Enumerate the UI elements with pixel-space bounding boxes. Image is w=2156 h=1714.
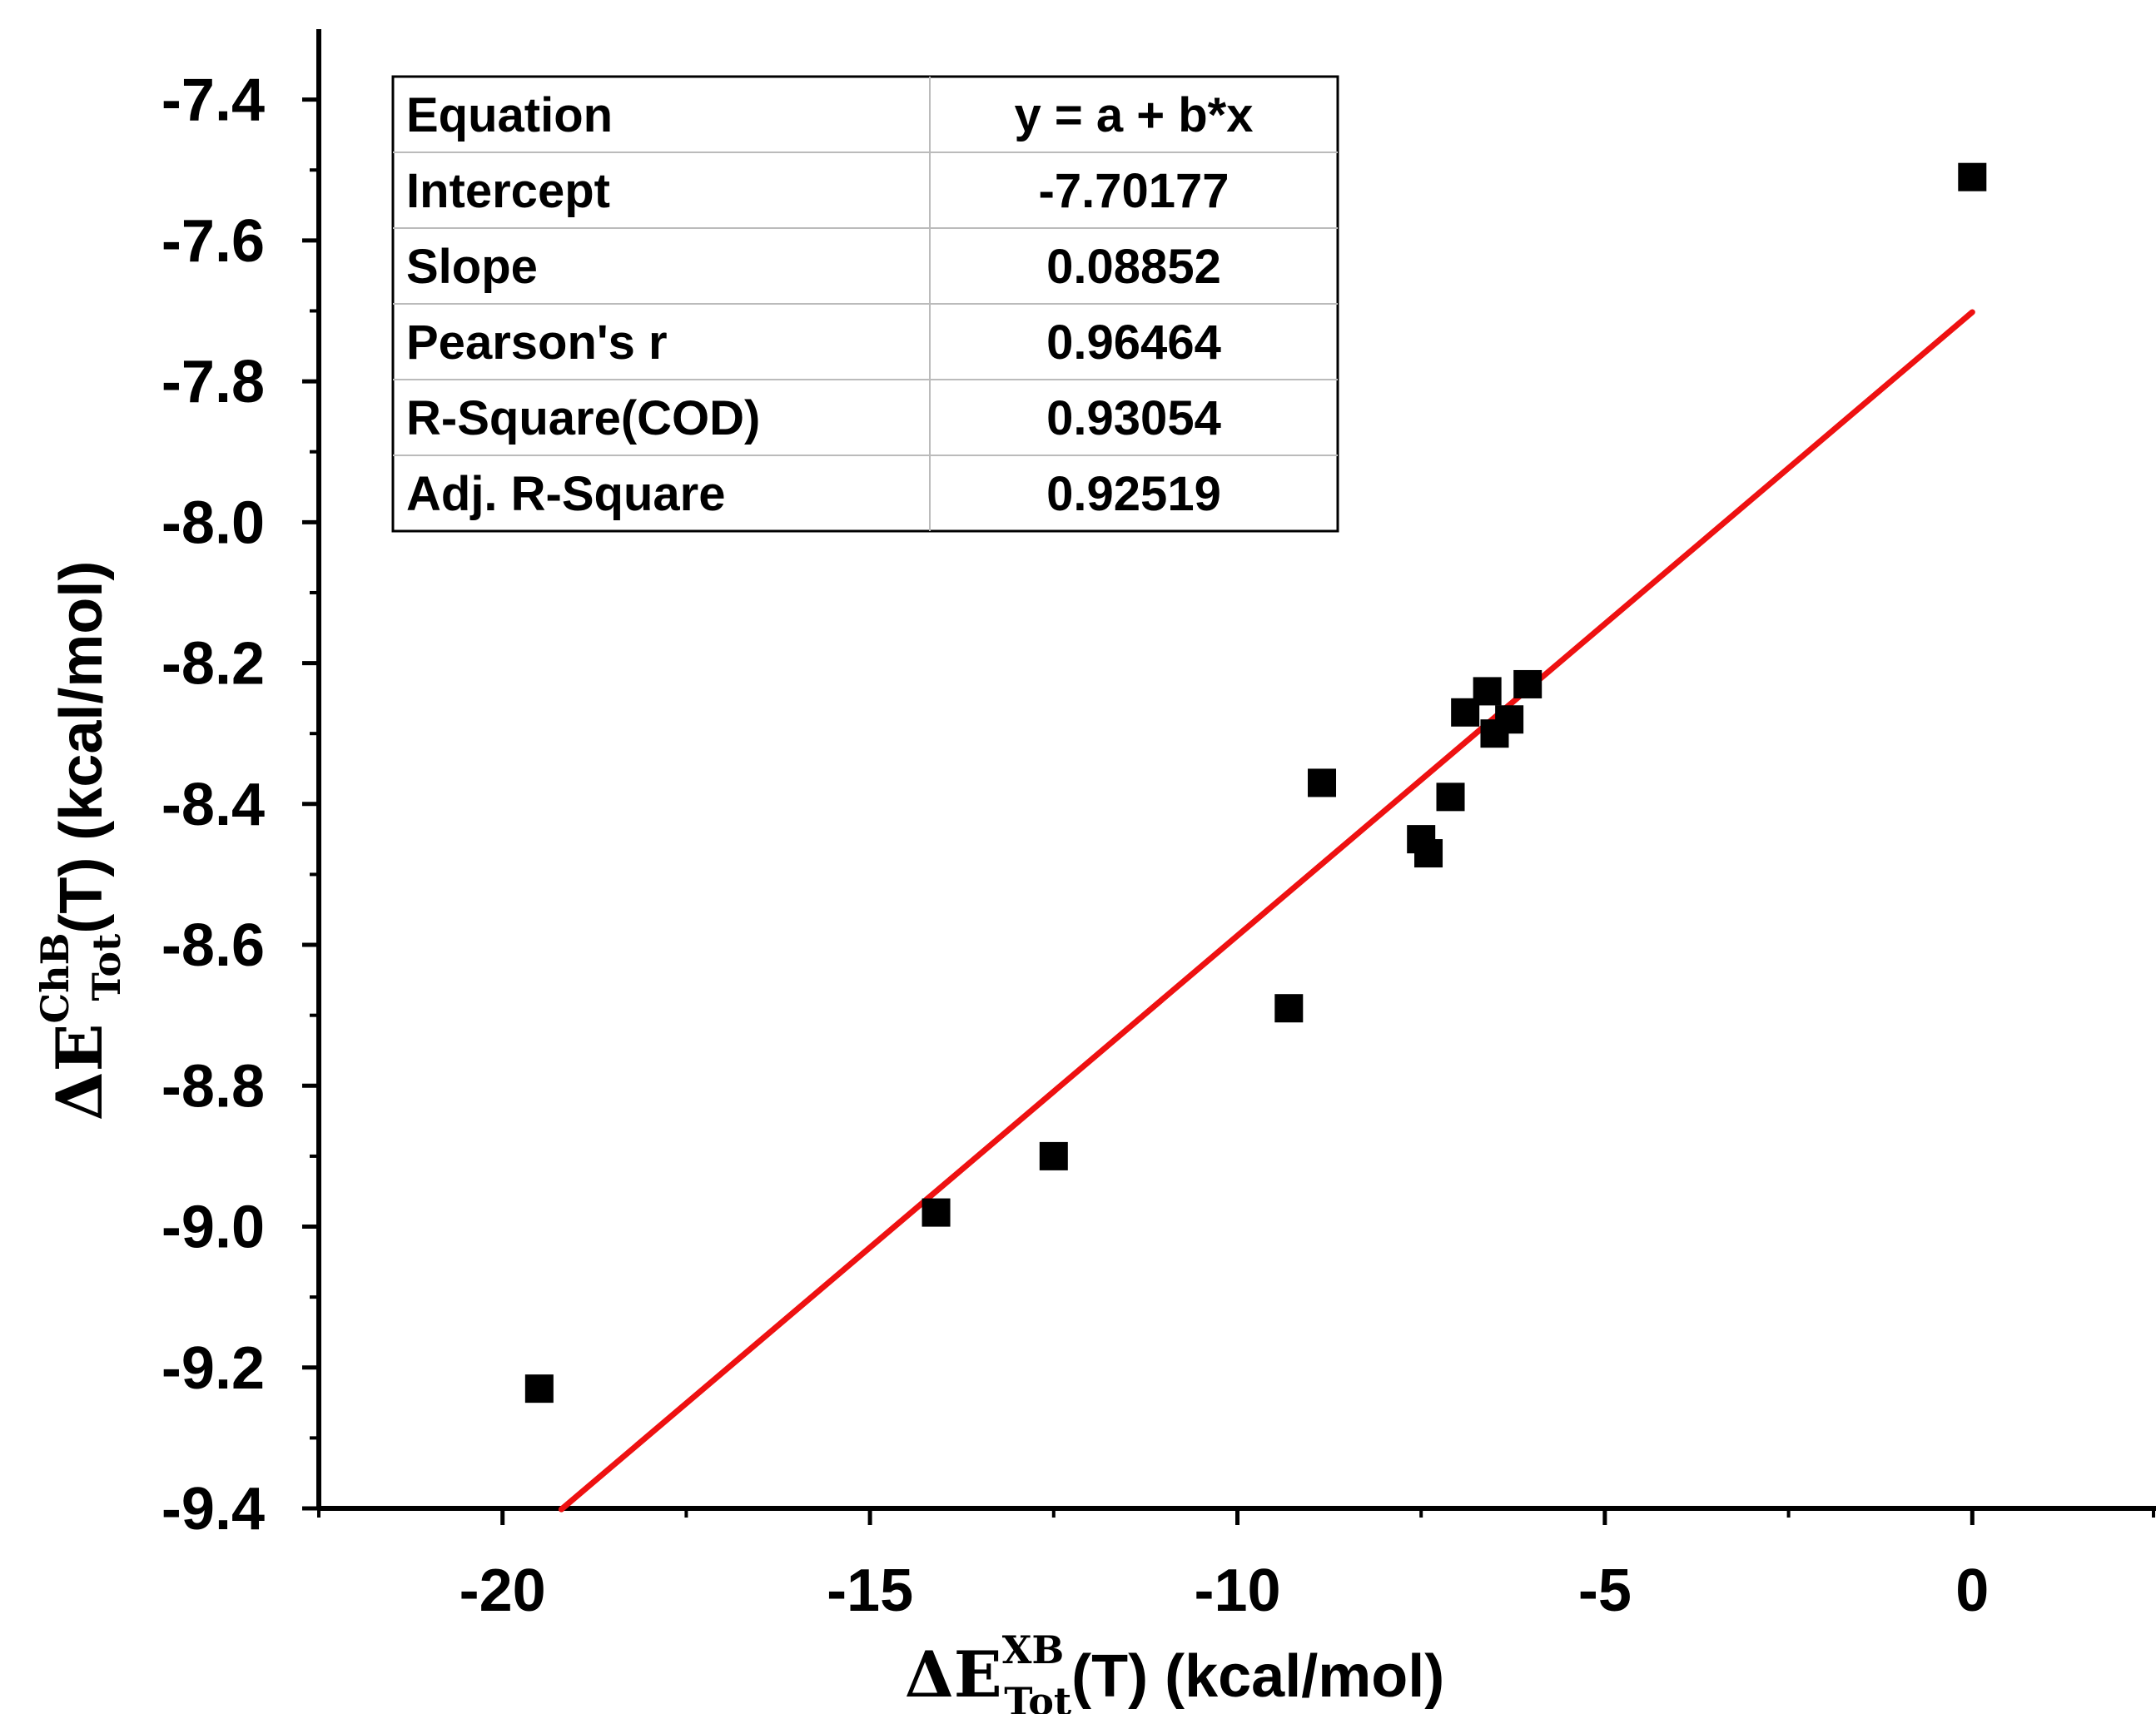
y-tick-label: -8.0 xyxy=(161,489,265,556)
fit-line-group xyxy=(558,309,1975,1513)
data-point xyxy=(1958,162,1987,191)
x-axis-title-unit: (T) (kcal/mol) xyxy=(1071,1643,1444,1710)
x-axis-title-symbol: ΔE xyxy=(905,1637,1002,1712)
y-axis-title: ΔEChB Tot(T) (kcal/mol) xyxy=(32,561,129,1121)
data-points xyxy=(524,162,1987,1403)
data-point xyxy=(1039,1141,1068,1170)
x-tick-label: -20 xyxy=(460,1558,546,1624)
data-point xyxy=(1308,768,1337,797)
data-point xyxy=(1436,782,1465,812)
y-tick-label: -7.8 xyxy=(161,349,265,415)
y-tick-label: -9.4 xyxy=(161,1476,265,1543)
x-tick-label: 0 xyxy=(1955,1558,1989,1624)
ticks xyxy=(302,97,2155,1525)
stats-table-value: 0.08852 xyxy=(1046,240,1221,294)
y-axis-title-subscript: Tot xyxy=(84,933,129,1001)
x-axis-title-subscript: Tot xyxy=(1004,1679,1072,1714)
stats-table-key: Slope xyxy=(406,240,538,294)
y-axis-title-unit: (T) (kcal/mol) xyxy=(48,561,115,934)
data-point xyxy=(1495,705,1524,734)
y-axis-title-superscript: ChB xyxy=(32,933,77,1024)
data-point xyxy=(1274,994,1304,1023)
data-point xyxy=(922,1198,951,1227)
data-point xyxy=(1414,839,1443,868)
stats-table-key: Equation xyxy=(406,88,613,142)
y-tick-label: -7.4 xyxy=(161,67,265,134)
y-tick-label: -8.6 xyxy=(161,912,265,979)
stats-table-value: y = a + b*x xyxy=(1015,88,1254,142)
fit-line xyxy=(558,309,1975,1513)
stats-table-key: Adj. R-Square xyxy=(406,467,726,521)
stats-table-value: -7.70177 xyxy=(1039,164,1230,218)
data-point xyxy=(1473,677,1502,706)
x-tick-label: -15 xyxy=(827,1558,913,1624)
data-point xyxy=(524,1374,554,1403)
y-tick-label: -7.6 xyxy=(161,208,265,275)
data-point xyxy=(1513,669,1542,698)
x-tick-label: -10 xyxy=(1194,1558,1280,1624)
y-tick-label: -8.4 xyxy=(161,772,265,838)
y-axis-title-symbol: ΔE xyxy=(42,1023,117,1120)
stats-table-value: 0.96464 xyxy=(1046,315,1221,370)
y-tick-label: -9.2 xyxy=(161,1335,265,1402)
stats-table-key: Intercept xyxy=(406,164,610,218)
x-tick-label: -5 xyxy=(1578,1558,1632,1624)
tick-labels: -9.4 -9.2 -9.0 -8.8 -8.6 -8.4 -8.2 -8.0 -7.8 -7.6… xyxy=(161,67,1989,1624)
y-tick-label: -8.8 xyxy=(161,1053,265,1120)
y-tick-label: -9.0 xyxy=(161,1195,265,1261)
x-axis-title-superscript: XB xyxy=(1002,1627,1065,1672)
stats-table-value: 0.93054 xyxy=(1046,391,1221,445)
stats-table-key: Pearson's r xyxy=(406,315,668,370)
stats-table-value: 0.92519 xyxy=(1046,467,1221,521)
stats-table: Equation y = a + b*x Intercept -7.70177 Slop… xyxy=(391,75,1339,533)
y-tick-label: -8.2 xyxy=(161,631,265,698)
x-axis-title: ΔEXB Tot(T) (kcal/mol) xyxy=(905,1627,1444,1714)
stats-table-key: R-Square(COD) xyxy=(406,391,760,445)
